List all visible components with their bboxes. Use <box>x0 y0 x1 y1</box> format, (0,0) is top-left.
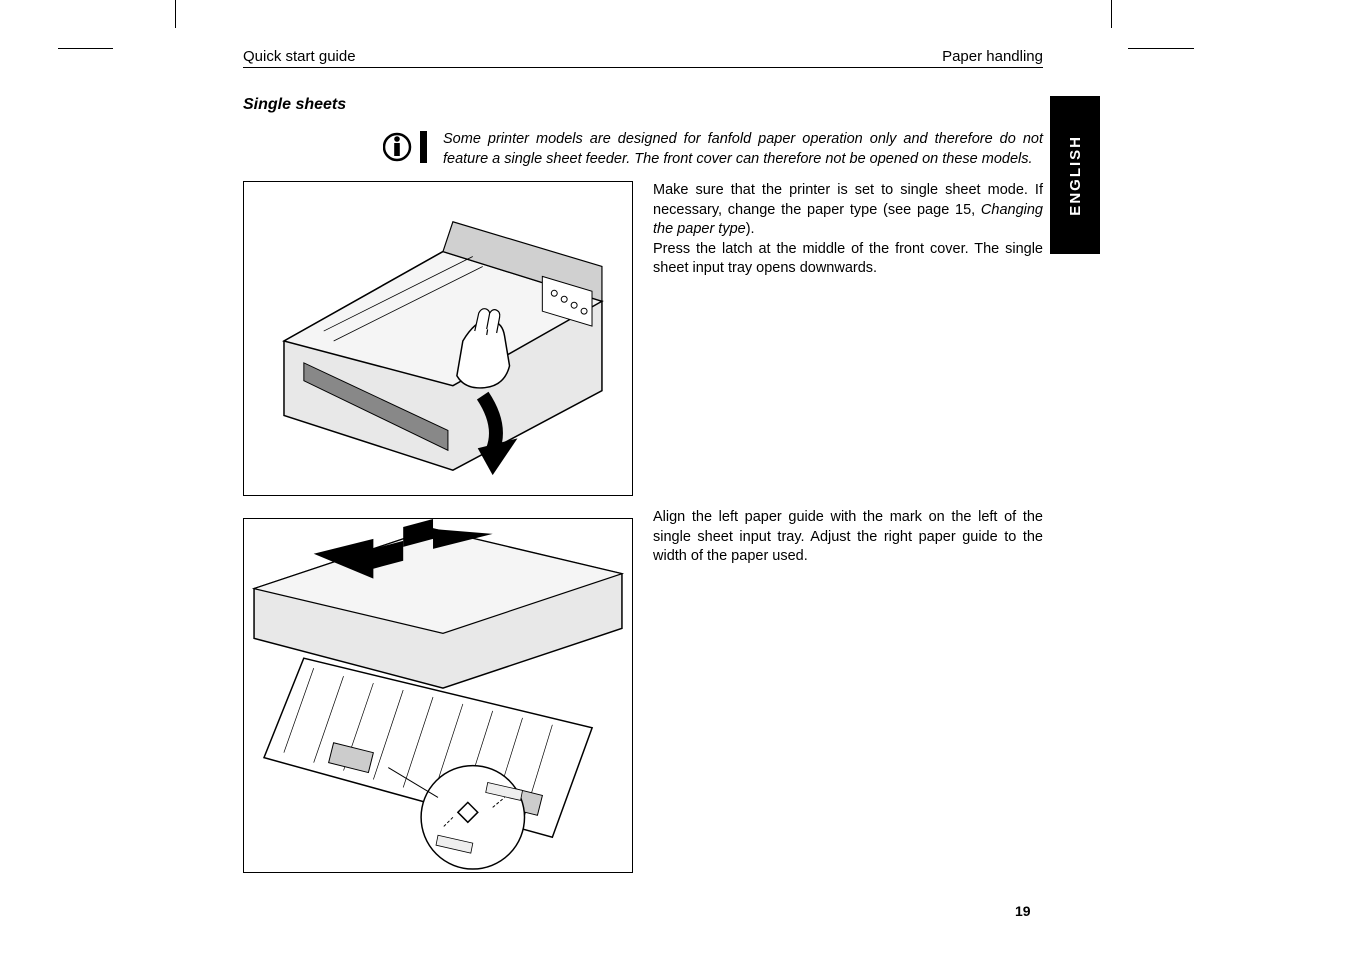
language-tab-label: ENGLISH <box>1067 135 1084 216</box>
info-note-text: Some printer models are designed for fan… <box>443 130 1043 169</box>
content-row-1: Make sure that the printer is set to sin… <box>243 181 1043 496</box>
printer-illustration-2 <box>244 519 632 872</box>
text-1c: Press the latch at the middle of the fro… <box>653 241 1043 277</box>
figure-2 <box>243 518 633 873</box>
header-right: Paper handling <box>942 48 1043 65</box>
crop-mark <box>58 48 113 49</box>
crop-mark <box>175 0 176 28</box>
body-text-2: Align the left paper guide with the mark… <box>653 508 1043 873</box>
section-title: Single sheets <box>243 96 1043 114</box>
page-number: 19 <box>1015 903 1031 919</box>
language-tab: ENGLISH <box>1050 96 1100 254</box>
content-row-2: Align the left paper guide with the mark… <box>243 508 1043 873</box>
figure-1 <box>243 181 633 496</box>
page-header: Quick start guide Paper handling <box>243 48 1043 68</box>
printer-illustration-1 <box>244 182 632 495</box>
body-text-1: Make sure that the printer is set to sin… <box>653 181 1043 496</box>
info-icon <box>383 130 431 164</box>
crop-mark <box>1128 48 1194 49</box>
header-left: Quick start guide <box>243 48 356 65</box>
text-1b: ). <box>746 221 755 237</box>
info-note-row: Some printer models are designed for fan… <box>383 130 1043 169</box>
page-content: Quick start guide Paper handling Single … <box>243 48 1043 873</box>
crop-mark <box>1111 0 1112 28</box>
